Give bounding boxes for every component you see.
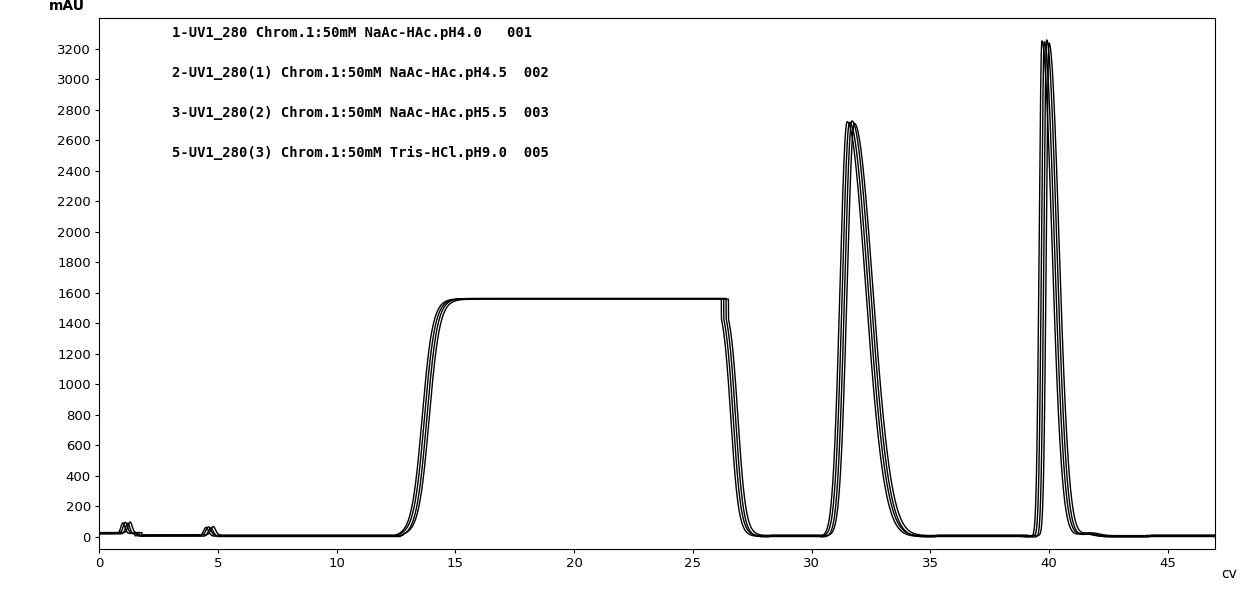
Text: 5-UV1_280(3) Chrom.1:50mM Tris-HCl.pH9.0  005: 5-UV1_280(3) Chrom.1:50mM Tris-HCl.pH9.0… [171, 145, 548, 160]
Text: 2-UV1_280(1) Chrom.1:50mM NaAc-HAc.pH4.5  002: 2-UV1_280(1) Chrom.1:50mM NaAc-HAc.pH4.5… [171, 66, 548, 80]
Text: mAU: mAU [50, 0, 86, 13]
Text: 1-UV1_280 Chrom.1:50mM NaAc-HAc.pH4.0   001: 1-UV1_280 Chrom.1:50mM NaAc-HAc.pH4.0 00… [171, 26, 532, 40]
Text: cv: cv [1220, 567, 1236, 581]
Text: 3-UV1_280(2) Chrom.1:50mM NaAc-HAc.pH5.5  003: 3-UV1_280(2) Chrom.1:50mM NaAc-HAc.pH5.5… [171, 106, 548, 119]
